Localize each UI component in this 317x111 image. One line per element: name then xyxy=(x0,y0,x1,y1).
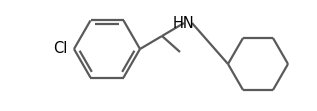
Text: Cl: Cl xyxy=(54,42,68,56)
Text: HN: HN xyxy=(173,16,195,31)
